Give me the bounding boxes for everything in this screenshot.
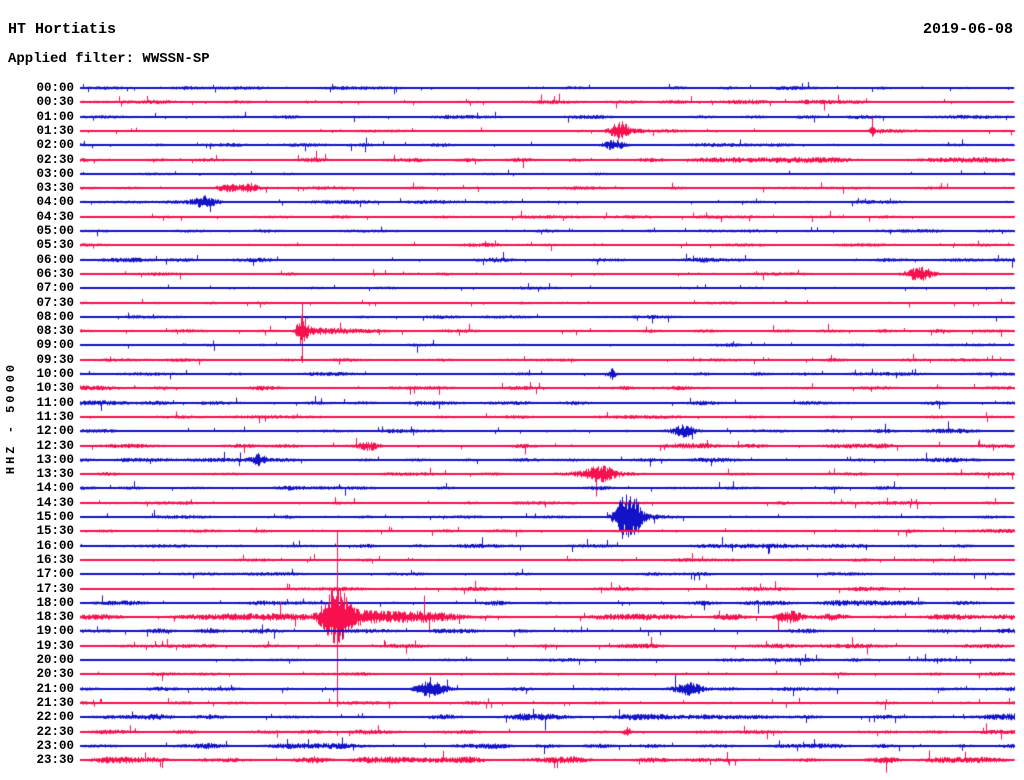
time-label: 05:00	[36, 224, 74, 238]
time-label: 12:30	[36, 439, 74, 453]
time-label: 22:30	[36, 725, 74, 739]
time-label: 21:00	[36, 682, 74, 696]
time-label: 01:00	[36, 110, 74, 124]
time-label: 00:30	[36, 95, 74, 109]
time-label: 06:00	[36, 253, 74, 267]
time-label: 21:30	[36, 696, 74, 710]
time-label: 18:30	[36, 610, 74, 624]
time-label: 09:30	[36, 353, 74, 367]
time-label: 08:30	[36, 324, 74, 338]
time-label: 04:00	[36, 195, 74, 209]
time-label: 20:30	[36, 667, 74, 681]
time-label: 23:30	[36, 753, 74, 767]
time-label: 20:00	[36, 653, 74, 667]
time-label: 15:00	[36, 510, 74, 524]
time-label: 11:00	[36, 396, 74, 410]
time-label: 02:00	[36, 138, 74, 152]
time-label: 13:30	[36, 467, 74, 481]
time-label: 22:00	[36, 710, 74, 724]
date-label: 2019-06-08	[922, 21, 1013, 38]
time-label: 10:00	[36, 367, 74, 381]
time-label: 07:00	[36, 281, 74, 295]
time-label: 06:30	[36, 267, 74, 281]
time-label: 12:00	[36, 424, 74, 438]
time-label: 11:30	[36, 410, 74, 424]
time-label: 16:30	[36, 553, 74, 567]
time-label: 03:00	[36, 167, 74, 181]
time-label: 18:00	[36, 596, 74, 610]
time-label: 14:30	[36, 496, 74, 510]
time-label: 09:00	[36, 338, 74, 352]
time-label: 01:30	[36, 124, 74, 138]
time-label: 04:30	[36, 210, 74, 224]
time-label: 02:30	[36, 153, 74, 167]
time-label: 17:00	[36, 567, 74, 581]
page-title: HT Hortiatis	[8, 21, 117, 38]
time-label: 08:00	[36, 310, 74, 324]
time-label: 14:00	[36, 481, 74, 495]
time-label: 19:30	[36, 639, 74, 653]
time-label: 15:30	[36, 524, 74, 538]
time-label: 17:30	[36, 582, 74, 596]
filter-label: Applied filter: WWSSN-SP	[8, 51, 210, 67]
time-label: 05:30	[36, 238, 74, 252]
time-label: 19:00	[36, 624, 74, 638]
time-label: 23:00	[36, 739, 74, 753]
time-label: 07:30	[36, 296, 74, 310]
time-label: 16:00	[36, 539, 74, 553]
time-label: 10:30	[36, 381, 74, 395]
time-label: 00:00	[36, 81, 74, 95]
time-label: 03:30	[36, 181, 74, 195]
time-label: 13:00	[36, 453, 74, 467]
